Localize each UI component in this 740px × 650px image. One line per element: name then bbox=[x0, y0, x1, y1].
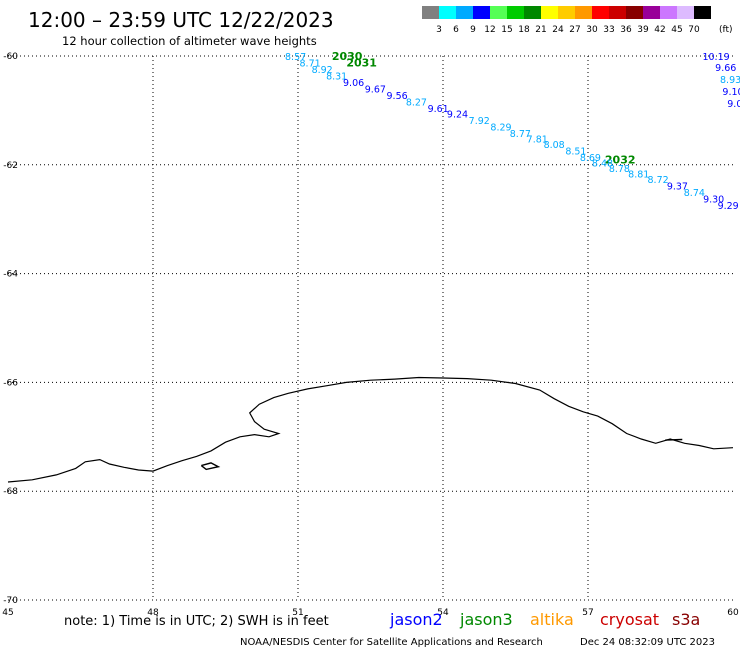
legend-swatch bbox=[456, 6, 473, 19]
legend-swatch bbox=[439, 6, 456, 19]
wave-height-point: 8.31 bbox=[326, 72, 347, 83]
lat-tick-label: -68 bbox=[3, 487, 18, 497]
legend-label: 36 bbox=[620, 25, 632, 35]
wave-height-point: 7.92 bbox=[469, 116, 490, 127]
wave-height-point: 8.57 bbox=[285, 52, 306, 63]
legend-swatch bbox=[422, 6, 439, 19]
legend-unit: (ft) bbox=[719, 25, 733, 35]
wave-height-point: 8.74 bbox=[684, 188, 705, 199]
satellite-name: s3a bbox=[672, 610, 700, 629]
wave-height-point: 8.81 bbox=[628, 170, 649, 181]
wave-height-point: 8.29 bbox=[490, 123, 511, 134]
wave-height-point: 8.92 bbox=[312, 65, 333, 76]
legend-label: 12 bbox=[484, 25, 495, 35]
lat-tick-label: -66 bbox=[3, 378, 18, 388]
lon-tick-label: 54 bbox=[437, 608, 449, 618]
wave-height-point: 9.37 bbox=[667, 181, 688, 192]
legend-label: 45 bbox=[671, 25, 682, 35]
wave-height-point: 9.10 bbox=[722, 87, 740, 98]
wave-height-point: 9.30 bbox=[703, 195, 724, 206]
map-subtitle: 12 hour collection of altimeter wave hei… bbox=[62, 34, 317, 48]
satellite-name: jason2 bbox=[389, 610, 443, 629]
coastline bbox=[7, 376, 734, 483]
legend-label: 9 bbox=[470, 25, 476, 35]
map-title: 12:00 – 23:59 UTC 12/22/2023 bbox=[28, 8, 334, 32]
lat-tick-label: -62 bbox=[3, 161, 18, 171]
lat-tick-label: -64 bbox=[3, 270, 18, 280]
legend-swatch bbox=[609, 6, 626, 19]
lat-tick-label: -60 bbox=[3, 52, 18, 62]
wave-height-point: 9.61 bbox=[428, 104, 449, 115]
satellite-name: cryosat bbox=[600, 610, 659, 629]
wave-height-point: 9.66 bbox=[715, 63, 736, 74]
antarctic-coastline bbox=[7, 376, 734, 483]
wave-height-point: 8.51 bbox=[565, 147, 586, 158]
track-time-label: 2031 bbox=[346, 57, 377, 70]
footer-timestamp: Dec 24 08:32:09 UTC 2023 bbox=[580, 637, 715, 648]
wave-height-point: 9.24 bbox=[447, 110, 468, 121]
satellite-name: jason3 bbox=[459, 610, 513, 629]
wave-height-point: 8.77 bbox=[510, 129, 531, 140]
lon-tick-label: 51 bbox=[292, 608, 303, 618]
legend-label: 6 bbox=[453, 25, 459, 35]
legend-label: 18 bbox=[518, 25, 530, 35]
legend-label: 24 bbox=[552, 25, 564, 35]
graticule: 45 48 51 54 57 60 -60 -62 -64 -66 -68 -70 bbox=[2, 52, 739, 618]
lon-tick-label: 48 bbox=[147, 608, 159, 618]
legend-swatch bbox=[490, 6, 507, 19]
wave-height-point: 9.06 bbox=[343, 78, 364, 89]
footer-credit: NOAA/NESDIS Center for Satellite Applica… bbox=[240, 637, 543, 648]
wave-height-point: 8.48 bbox=[592, 159, 613, 170]
legend-swatch bbox=[592, 6, 609, 19]
legend-swatch bbox=[524, 6, 541, 19]
wave-height-point: 8.93 bbox=[720, 75, 740, 86]
legend-label: 30 bbox=[586, 25, 598, 35]
color-legend: 3 6 9 12 15 18 21 24 27 30 33 36 39 42 45 70 (ft) bbox=[422, 6, 733, 35]
legend-swatch bbox=[558, 6, 575, 19]
legend-label: 21 bbox=[535, 25, 546, 35]
legend-label: 70 bbox=[688, 25, 700, 35]
wave-height-point: 9.56 bbox=[387, 91, 408, 102]
wave-height-point: 8.27 bbox=[406, 98, 427, 109]
wave-height-point: 8.71 bbox=[300, 59, 321, 70]
legend-label: 39 bbox=[637, 25, 649, 35]
wave-height-point: 7.81 bbox=[527, 135, 548, 146]
wave-height-point: 8.08 bbox=[544, 140, 565, 151]
legend-swatch bbox=[677, 6, 694, 19]
legend-label: 27 bbox=[569, 25, 580, 35]
lat-tick-label: -70 bbox=[3, 596, 18, 606]
legend-label: 3 bbox=[436, 25, 442, 35]
legend-swatch bbox=[643, 6, 660, 19]
lon-tick-label: 57 bbox=[582, 608, 593, 618]
legend-label: 33 bbox=[603, 25, 614, 35]
wave-height-point: 9.29 bbox=[718, 201, 739, 212]
wave-height-point: 10.19 bbox=[702, 52, 729, 63]
legend-swatch bbox=[626, 6, 643, 19]
legend-swatch bbox=[575, 6, 592, 19]
legend-swatch bbox=[660, 6, 677, 19]
satellite-name: altika bbox=[530, 610, 574, 629]
track-time-label: 2032 bbox=[605, 153, 636, 166]
wave-height-point: 8.72 bbox=[648, 175, 669, 186]
wave-height-point: 9.05 bbox=[727, 99, 740, 110]
satellite-legend: jason2 jason3 altika cryosat s3a bbox=[389, 610, 700, 629]
legend-swatch bbox=[541, 6, 558, 19]
legend-swatch bbox=[507, 6, 524, 19]
legend-label: 42 bbox=[654, 25, 665, 35]
wave-height-point: 8.69 bbox=[580, 153, 601, 164]
legend-label: 15 bbox=[501, 25, 512, 35]
footer-note: note: 1) Time is in UTC; 2) SWH is in fe… bbox=[64, 614, 329, 629]
wave-height-point: 8.78 bbox=[609, 164, 630, 175]
coast-fragment bbox=[200, 462, 221, 471]
wave-height-point: 9.67 bbox=[365, 85, 386, 96]
wave-height-values: 8.578.718.928.319.069.679.568.279.619.24… bbox=[285, 52, 740, 212]
lon-tick-label: 60 bbox=[727, 608, 739, 618]
legend-swatch bbox=[694, 6, 711, 19]
lon-tick-label: 45 bbox=[2, 608, 13, 618]
track-time-label: 2030 bbox=[332, 50, 363, 63]
coast-fragment bbox=[665, 438, 683, 441]
legend-swatch bbox=[473, 6, 490, 19]
